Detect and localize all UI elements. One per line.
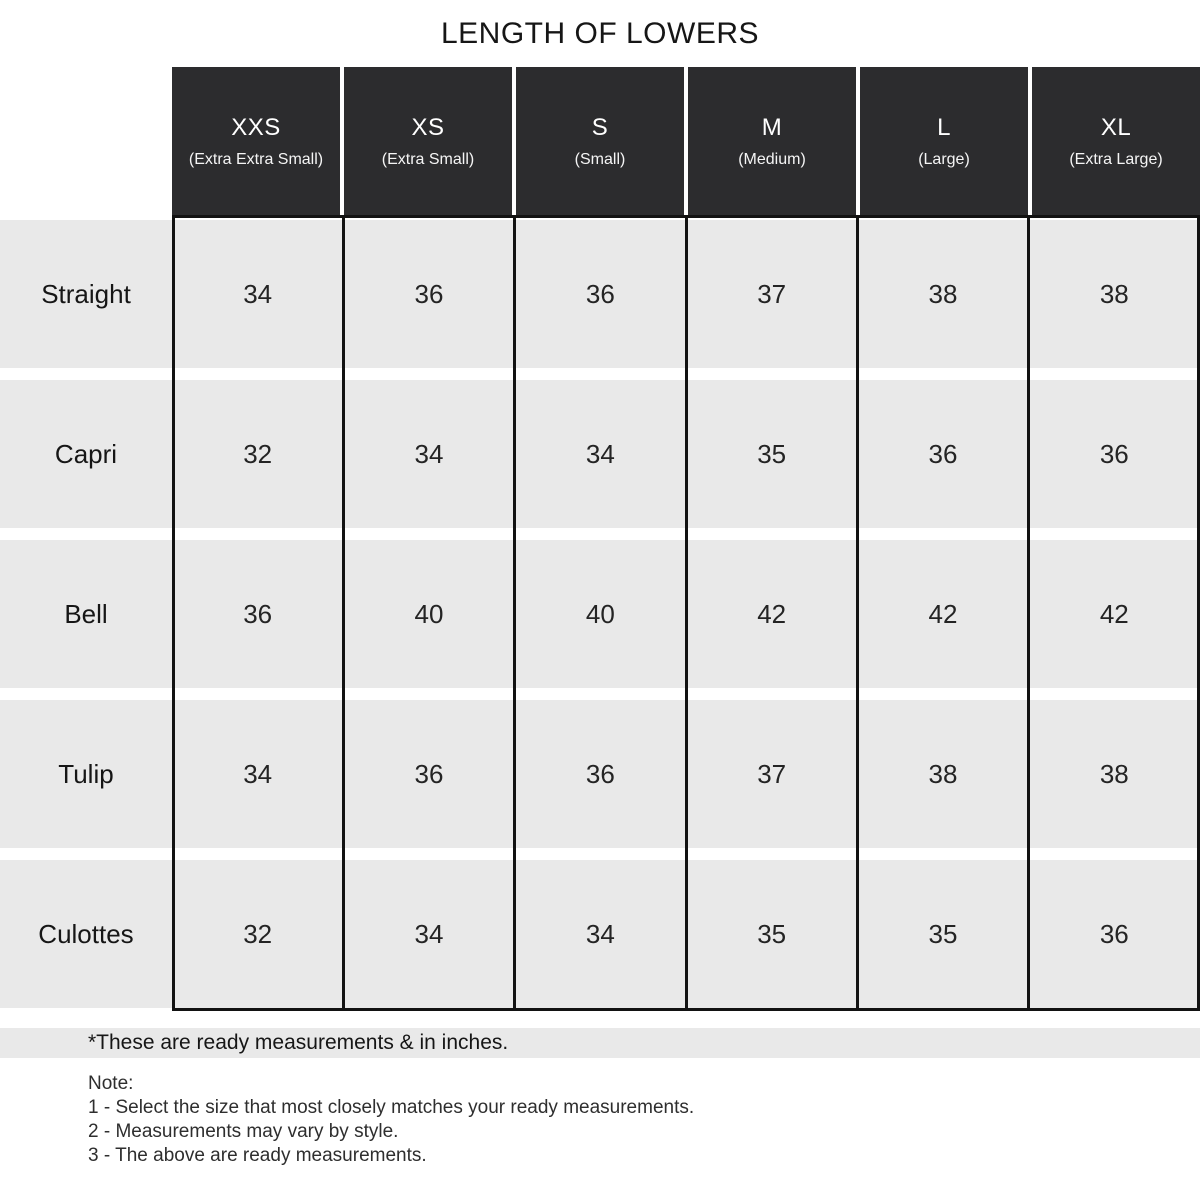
size-abbr-label: L (937, 113, 951, 141)
size-column-headers: XXS (Extra Extra Small) XS (Extra Small)… (172, 67, 1200, 215)
measurement-cell: 36 (514, 700, 686, 848)
measurement-cell: 42 (857, 540, 1029, 688)
table-rows: Straight 34 36 36 37 38 38 Capri 32 34 34 35 36 36… (0, 215, 1200, 1008)
measurement-cell: 37 (685, 220, 858, 368)
size-full-name-label: (Small) (574, 150, 626, 168)
table-row: Tulip 34 36 36 37 38 38 (0, 700, 1200, 848)
row-cells: 34 36 36 37 38 38 (172, 700, 1200, 848)
notes-heading: Note: (88, 1073, 134, 1094)
table-row: Culottes 32 34 34 35 35 36 (0, 860, 1200, 1008)
row-cells: 32 34 34 35 36 36 (172, 380, 1200, 528)
size-table-body: Straight 34 36 36 37 38 38 Capri 32 34 34 35 36 36… (0, 215, 1200, 1011)
row-label: Tulip (0, 700, 172, 848)
measurement-cell: 36 (1028, 860, 1200, 1008)
footnote: *These are ready measurements & in inche… (0, 1028, 1200, 1058)
size-column-header: M (Medium) (688, 67, 856, 215)
measurement-cell: 34 (172, 220, 344, 368)
size-chart-page: LENGTH OF LOWERS XXS (Extra Extra Small)… (0, 16, 1200, 1168)
note-item: 3 - The above are ready measurements. (88, 1145, 427, 1166)
row-label: Culottes (0, 860, 172, 1008)
row-cells: 32 34 34 35 35 36 (172, 860, 1200, 1008)
notes-list: 1 - Select the size that most closely ma… (88, 1096, 1200, 1168)
measurement-cell: 38 (857, 700, 1029, 848)
size-column-header: L (Large) (860, 67, 1028, 215)
measurement-cell: 42 (685, 540, 858, 688)
measurement-cell: 38 (857, 220, 1029, 368)
measurement-cell: 34 (343, 860, 515, 1008)
page-title: LENGTH OF LOWERS (440, 16, 760, 50)
measurement-cell: 42 (1028, 540, 1200, 688)
row-label: Capri (0, 380, 172, 528)
size-column-header: S (Small) (516, 67, 684, 215)
table-header-row: XXS (Extra Extra Small) XS (Extra Small)… (0, 67, 1200, 215)
measurement-cell: 35 (857, 860, 1029, 1008)
size-abbr-label: XXS (231, 113, 281, 141)
measurement-cell: 35 (685, 860, 858, 1008)
measurement-cell: 38 (1028, 220, 1200, 368)
measurement-cell: 37 (685, 700, 858, 848)
measurement-cell: 34 (514, 860, 686, 1008)
note-item: 2 - Measurements may vary by style. (88, 1121, 399, 1142)
table-row: Bell 36 40 40 42 42 42 (0, 540, 1200, 688)
measurement-cell: 40 (514, 540, 686, 688)
notes-section: Note: 1 - Select the size that most clos… (88, 1072, 1200, 1168)
measurement-cell: 32 (172, 860, 344, 1008)
row-label: Bell (0, 540, 172, 688)
measurement-cell: 36 (172, 540, 344, 688)
measurement-cell: 36 (1028, 380, 1200, 528)
size-full-name-label: (Large) (918, 150, 970, 168)
measurement-cell: 40 (343, 540, 515, 688)
measurement-cell: 34 (514, 380, 686, 528)
size-column-header: XXS (Extra Extra Small) (172, 67, 340, 215)
measurement-cell: 36 (857, 380, 1029, 528)
table-row: Straight 34 36 36 37 38 38 (0, 220, 1200, 368)
measurement-cell: 34 (172, 700, 344, 848)
size-full-name-label: (Medium) (738, 150, 806, 168)
size-abbr-label: XL (1100, 113, 1132, 141)
table-row: Capri 32 34 34 35 36 36 (0, 380, 1200, 528)
size-full-name-label: (Extra Extra Small) (188, 150, 324, 168)
size-column-header: XS (Extra Small) (344, 67, 512, 215)
measurement-cell: 38 (1028, 700, 1200, 848)
size-abbr-label: S (591, 113, 609, 141)
note-item: 1 - Select the size that most closely ma… (88, 1097, 695, 1118)
size-abbr-label: XS (411, 113, 445, 141)
measurement-cell: 34 (343, 380, 515, 528)
measurement-cell: 36 (514, 220, 686, 368)
header-spacer (0, 67, 172, 215)
size-abbr-label: M (761, 113, 783, 141)
size-full-name-label: (Extra Large) (1069, 150, 1163, 168)
row-cells: 36 40 40 42 42 42 (172, 540, 1200, 688)
size-full-name-label: (Extra Small) (381, 150, 475, 168)
row-label: Straight (0, 220, 172, 368)
measurement-cell: 36 (343, 220, 515, 368)
measurement-cell: 32 (172, 380, 344, 528)
measurement-cell: 36 (343, 700, 515, 848)
measurement-cell: 35 (685, 380, 858, 528)
size-column-header: XL (Extra Large) (1032, 67, 1200, 215)
row-cells: 34 36 36 37 38 38 (172, 220, 1200, 368)
